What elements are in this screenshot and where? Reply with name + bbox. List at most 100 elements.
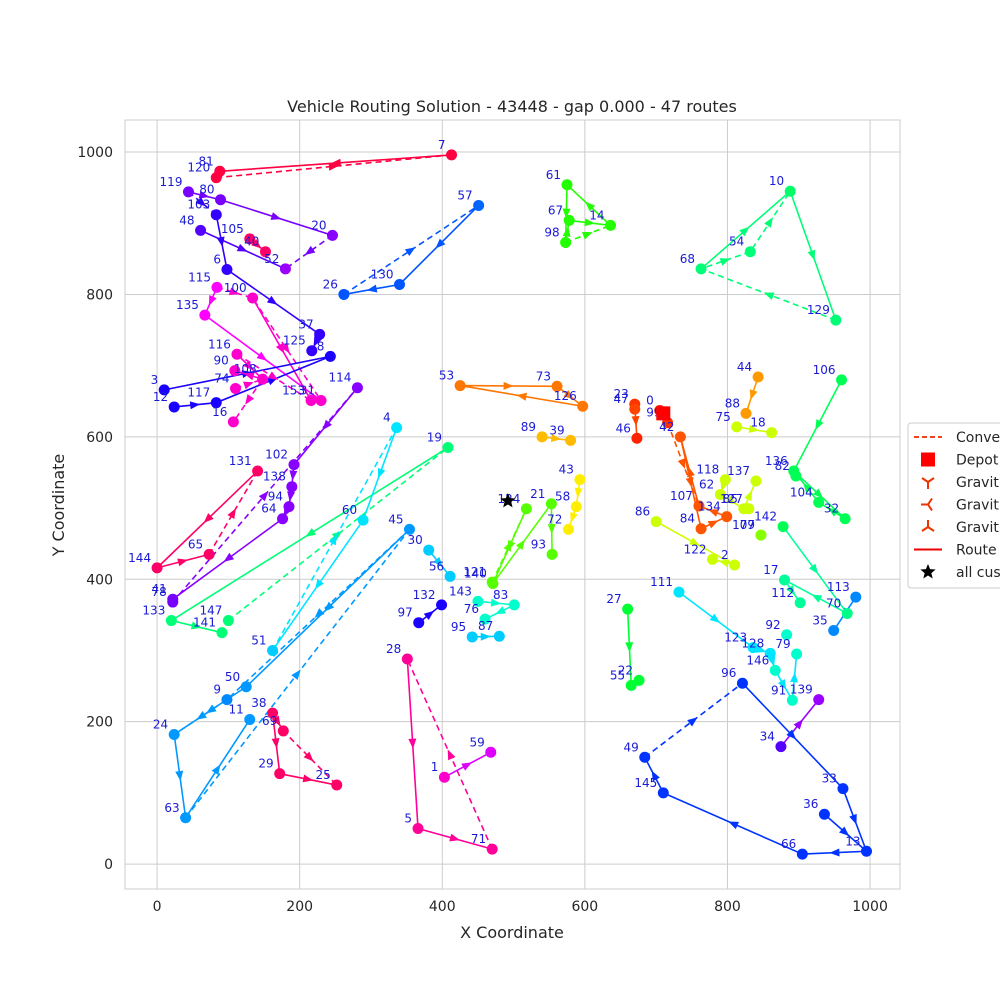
node-label: 116 bbox=[208, 337, 231, 351]
node-label: 6 bbox=[213, 253, 221, 267]
route-arrow bbox=[322, 419, 332, 431]
route-arrow bbox=[366, 284, 378, 293]
node-label: 13 bbox=[845, 834, 860, 848]
node-label: 65 bbox=[188, 537, 203, 551]
node-label: 17 bbox=[763, 563, 778, 577]
node-label: 126 bbox=[554, 389, 577, 403]
route-arrow bbox=[189, 401, 201, 410]
route-arrow bbox=[631, 415, 640, 427]
node-label: 44 bbox=[737, 360, 752, 374]
node-label: 5 bbox=[404, 811, 412, 825]
customer-node bbox=[744, 246, 756, 258]
node-label: 41 bbox=[151, 582, 166, 596]
route-arrow bbox=[203, 513, 214, 523]
route-arrow bbox=[749, 389, 758, 400]
customer-node bbox=[240, 681, 252, 693]
node-label: 111 bbox=[650, 575, 673, 589]
plot-frame bbox=[124, 119, 901, 890]
node-label: 98 bbox=[544, 225, 559, 239]
legend-swatch-square bbox=[921, 452, 935, 467]
customer-node bbox=[167, 596, 179, 608]
route-arrow bbox=[503, 381, 514, 390]
route-arrow bbox=[315, 578, 324, 590]
route-arrow bbox=[287, 491, 296, 502]
node-label: 60 bbox=[342, 503, 357, 517]
node-label: 66 bbox=[781, 837, 796, 851]
node-label: 140 bbox=[464, 567, 487, 581]
customer-node bbox=[267, 644, 279, 656]
customer-node bbox=[244, 714, 256, 726]
node-labels: 0123456789101112131416171819202122232425… bbox=[128, 138, 860, 851]
route-arrow bbox=[271, 737, 280, 749]
customer-node bbox=[605, 219, 617, 231]
route-arrow bbox=[815, 419, 824, 430]
customer-node bbox=[788, 465, 800, 477]
node-label: 33 bbox=[822, 772, 837, 786]
node-label: 120 bbox=[187, 161, 210, 175]
customer-node bbox=[565, 434, 577, 446]
y-tick-label: 400 bbox=[86, 572, 113, 588]
customer-node bbox=[813, 694, 825, 706]
node-label: 35 bbox=[812, 614, 827, 628]
route-line bbox=[271, 427, 398, 651]
route-arrow bbox=[190, 621, 202, 630]
node-label: 76 bbox=[464, 602, 479, 616]
customer-node bbox=[791, 648, 803, 660]
customer-node bbox=[351, 382, 363, 394]
node-label: 22 bbox=[618, 663, 633, 677]
node-label: 86 bbox=[635, 505, 650, 519]
customer-node bbox=[755, 529, 767, 541]
legend-entry: Depot bbox=[956, 453, 999, 469]
node-label: 143 bbox=[449, 584, 472, 598]
route-arrow bbox=[503, 540, 512, 552]
route-arrow bbox=[849, 813, 857, 825]
customer-node bbox=[473, 199, 485, 211]
legend-entry: Route bbox=[956, 543, 997, 559]
route-arrow bbox=[243, 360, 254, 371]
node-label: 53 bbox=[439, 369, 454, 383]
customer-node bbox=[442, 442, 454, 454]
route-arrow bbox=[305, 528, 317, 537]
node-label: 117 bbox=[187, 386, 210, 400]
customer-node bbox=[180, 812, 192, 824]
customer-node bbox=[229, 365, 241, 377]
y-axis-label: Y Coordinate bbox=[49, 454, 68, 558]
customer-node bbox=[158, 384, 170, 396]
node-label: 34 bbox=[760, 730, 775, 744]
customer-node bbox=[314, 328, 326, 340]
node-label: 134 bbox=[698, 500, 721, 514]
node-label: 29 bbox=[258, 757, 273, 771]
node-label: 105 bbox=[221, 222, 244, 236]
node-label: 130 bbox=[371, 267, 394, 281]
legend-entry: all cus bbox=[956, 565, 1000, 581]
route-arrow bbox=[651, 770, 660, 782]
customer-node bbox=[331, 779, 343, 791]
x-tick-label: 800 bbox=[714, 899, 741, 915]
route-arrow bbox=[625, 642, 634, 653]
route-arrow bbox=[490, 598, 502, 607]
customer-node bbox=[839, 513, 851, 525]
customer-node bbox=[199, 309, 211, 321]
route-arrow bbox=[777, 679, 787, 690]
legend-entry: Gravit bbox=[956, 498, 999, 514]
route-arrow bbox=[803, 482, 813, 494]
route-arrow bbox=[728, 821, 739, 830]
node-label: 108 bbox=[234, 362, 257, 376]
customer-node bbox=[764, 647, 776, 659]
customer-node bbox=[412, 822, 424, 834]
node-label: 75 bbox=[715, 410, 730, 424]
customer-node bbox=[577, 400, 589, 412]
customer-node bbox=[629, 403, 641, 415]
node-label: 38 bbox=[251, 696, 266, 710]
customer-node bbox=[230, 382, 242, 394]
route-line bbox=[227, 446, 449, 622]
route-arrow bbox=[786, 584, 796, 596]
customer-node bbox=[221, 694, 233, 706]
node-label: 119 bbox=[160, 175, 183, 189]
node-label: 112 bbox=[771, 586, 794, 600]
customer-node bbox=[338, 288, 350, 300]
legend-entry: Conve bbox=[956, 430, 1000, 446]
route-arrow bbox=[227, 508, 236, 520]
node-label: 46 bbox=[616, 421, 631, 435]
